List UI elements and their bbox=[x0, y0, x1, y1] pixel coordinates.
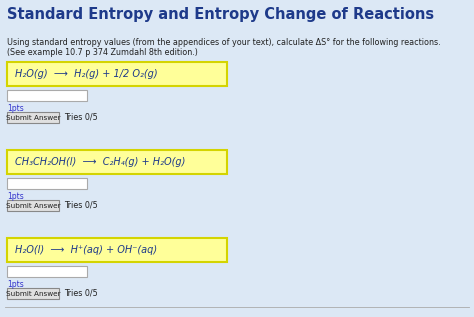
FancyBboxPatch shape bbox=[7, 62, 227, 86]
FancyBboxPatch shape bbox=[7, 150, 227, 174]
Text: H₂O(g)  ⟶  H₂(g) + 1/2 O₂(g): H₂O(g) ⟶ H₂(g) + 1/2 O₂(g) bbox=[15, 69, 158, 79]
Text: 1pts: 1pts bbox=[7, 280, 24, 289]
Text: H₂O(l)  ⟶  H⁺(aq) + OH⁻(aq): H₂O(l) ⟶ H⁺(aq) + OH⁻(aq) bbox=[15, 245, 157, 255]
Text: (See example 10.7 p 374 Zumdahl 8th edition.): (See example 10.7 p 374 Zumdahl 8th edit… bbox=[7, 48, 198, 57]
Text: Tries 0/5: Tries 0/5 bbox=[64, 113, 98, 122]
Text: Using standard entropy values (from the appendices of your text), calculate ΔS° : Using standard entropy values (from the … bbox=[7, 38, 441, 47]
Text: 1pts: 1pts bbox=[7, 104, 24, 113]
FancyBboxPatch shape bbox=[7, 288, 59, 299]
Text: Submit Answer: Submit Answer bbox=[6, 203, 60, 209]
FancyBboxPatch shape bbox=[7, 266, 87, 277]
Text: Tries 0/5: Tries 0/5 bbox=[64, 289, 98, 298]
FancyBboxPatch shape bbox=[7, 238, 227, 262]
Text: Tries 0/5: Tries 0/5 bbox=[64, 201, 98, 210]
FancyBboxPatch shape bbox=[7, 90, 87, 101]
Text: Submit Answer: Submit Answer bbox=[6, 114, 60, 120]
Text: Submit Answer: Submit Answer bbox=[6, 290, 60, 296]
FancyBboxPatch shape bbox=[7, 178, 87, 189]
Text: CH₃CH₂OH(l)  ⟶  C₂H₄(g) + H₂O(g): CH₃CH₂OH(l) ⟶ C₂H₄(g) + H₂O(g) bbox=[15, 157, 185, 167]
FancyBboxPatch shape bbox=[7, 112, 59, 123]
Text: 1pts: 1pts bbox=[7, 192, 24, 201]
FancyBboxPatch shape bbox=[7, 200, 59, 211]
Text: Standard Entropy and Entropy Change of Reactions: Standard Entropy and Entropy Change of R… bbox=[7, 7, 434, 22]
